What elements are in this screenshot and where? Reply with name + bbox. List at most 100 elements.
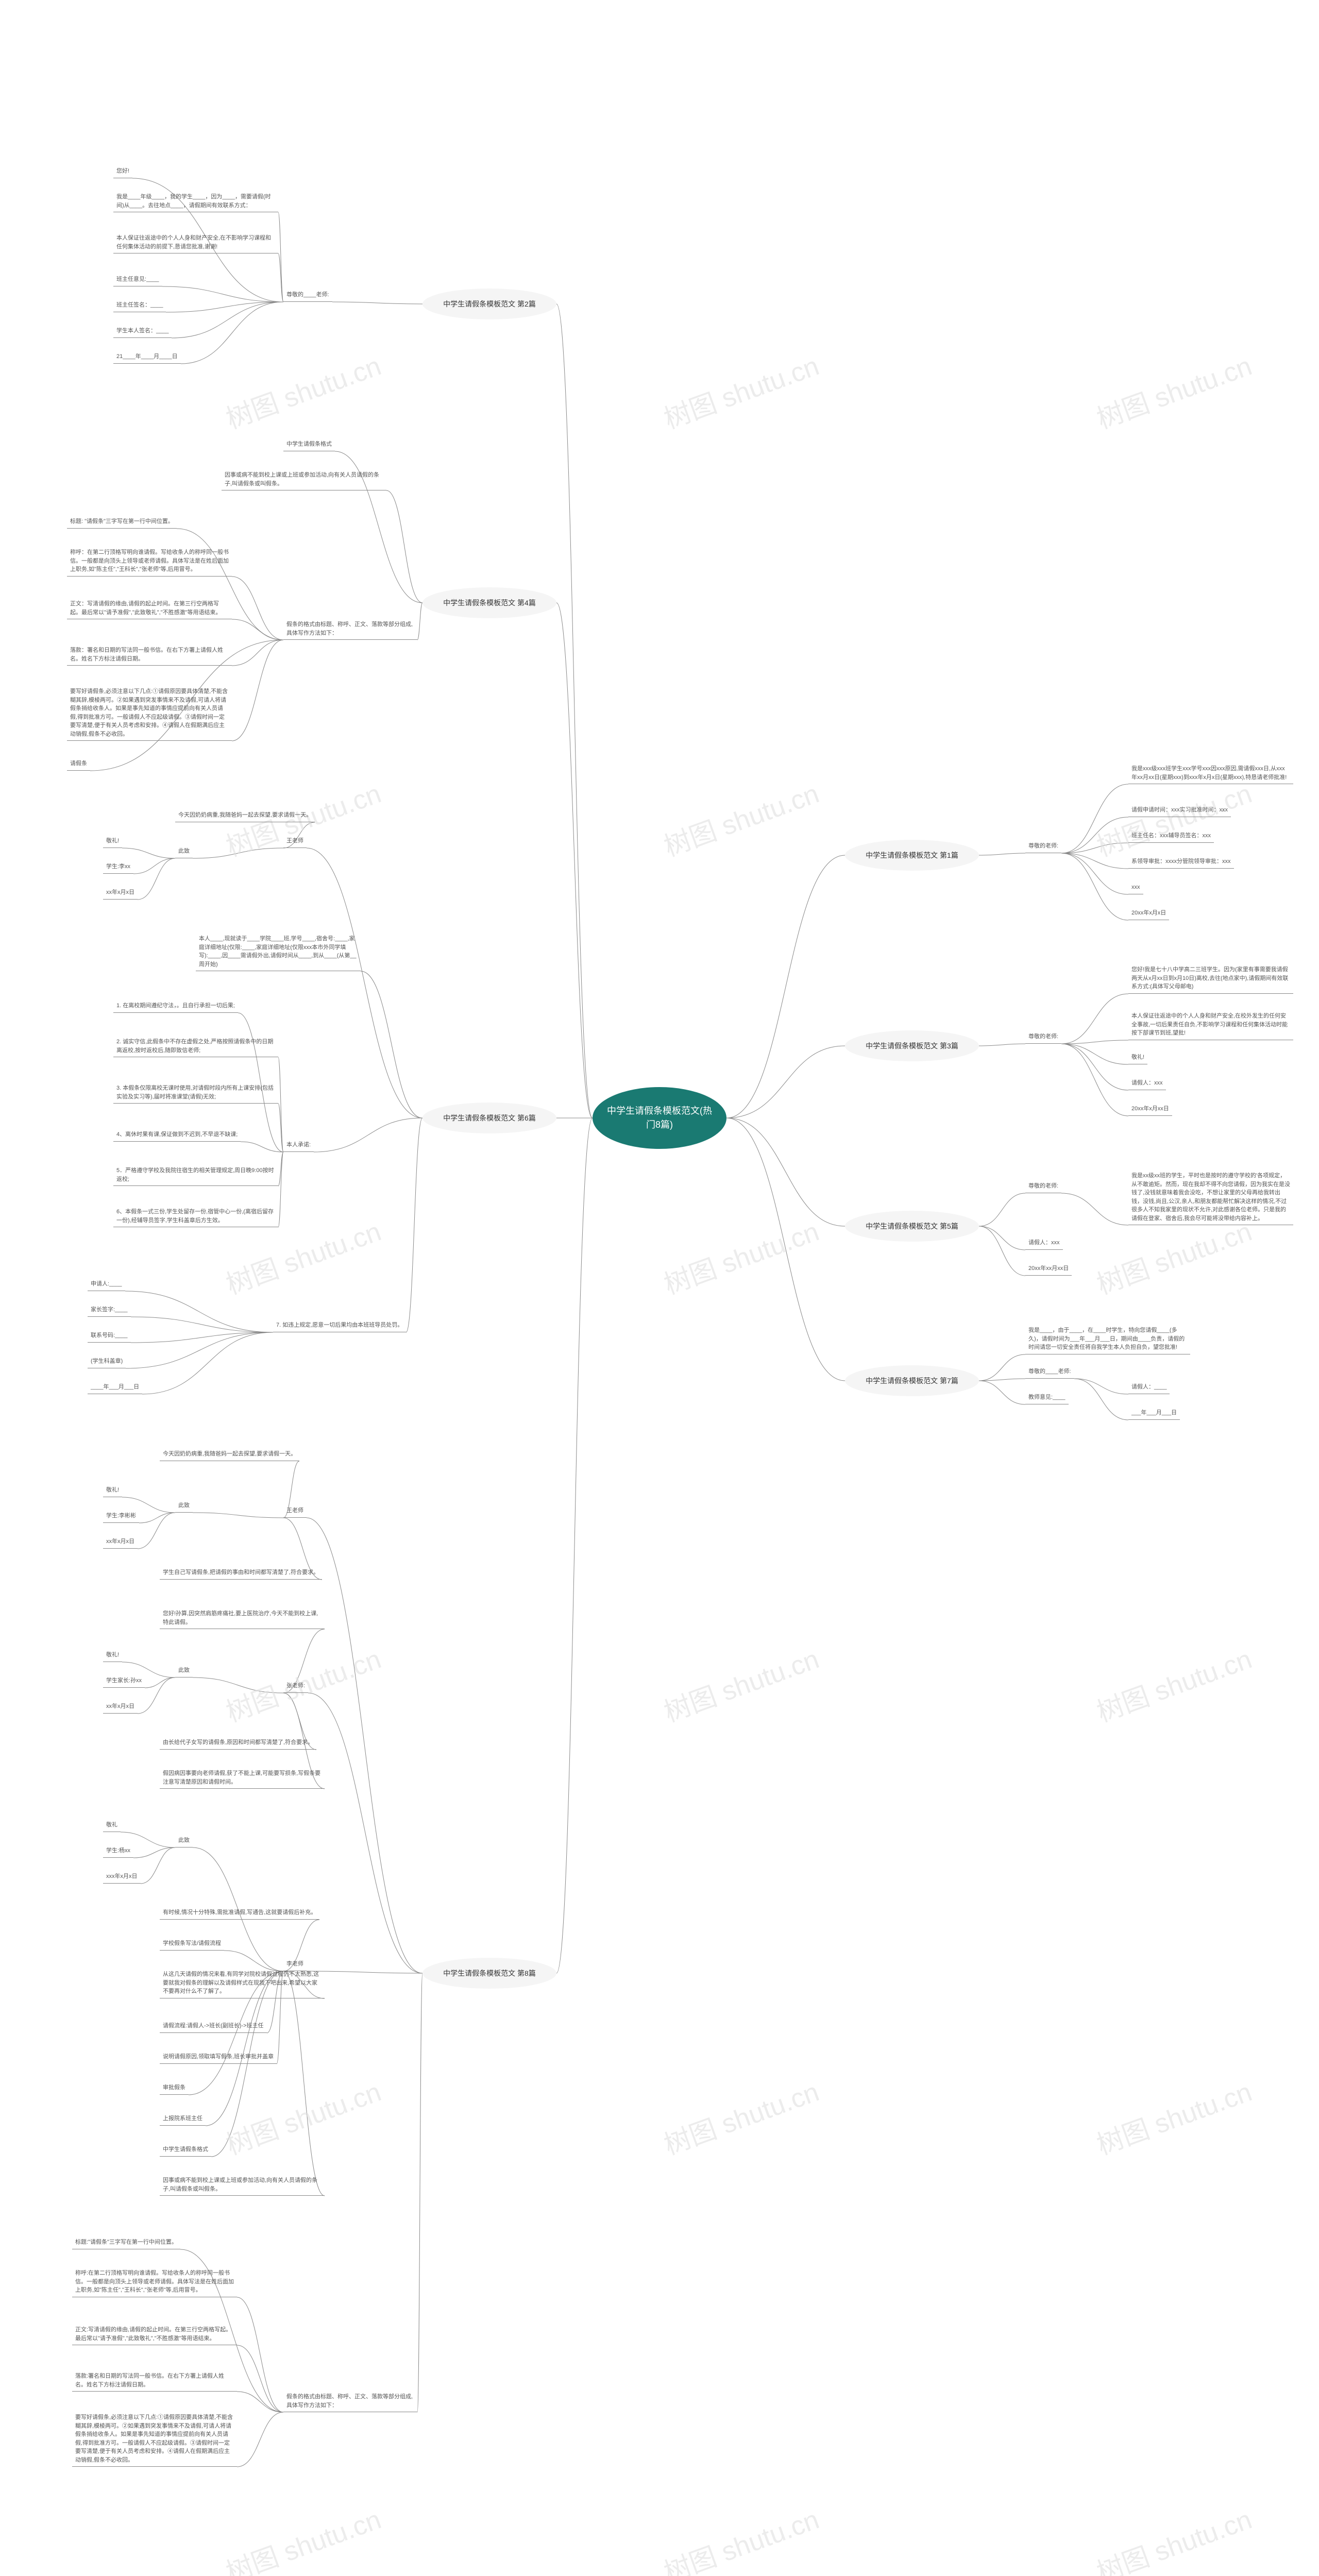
mid-node: 此致: [175, 1664, 193, 1677]
leaf-node: 落款:署名和日期的写法同一般书信。在右下方署上请假人姓名。姓名下方标注请假日期。: [72, 2370, 237, 2392]
leaf-node: 今天因奶奶病重,我随爸妈一起去探望,要求请假一天。: [175, 809, 315, 822]
branch-node: 中学生请假条模板范文 第8篇: [422, 1958, 556, 1989]
leaf-node: 敬礼: [103, 1819, 121, 1832]
leaf-node: 假因病因事要向老师请假,获了不能上课,可能要写损条,写假条要注意写清楚原因和请假…: [160, 1767, 325, 1789]
branch-node: 中学生请假条模板范文 第3篇: [845, 1030, 979, 1061]
leaf-node: 家长签字:____: [88, 1303, 131, 1317]
leaf-node: 标题: "请假条"三字写在第一行中间位置。: [67, 515, 177, 529]
mid-node: 假条的格式由标题、称呼、正文、落款等部分组成,具体写作方法如下：: [283, 618, 417, 640]
mid-node: 假条的格式由标题、称呼、正文、落款等部分组成,具体写作方法如下：: [283, 2391, 417, 2412]
mid-node: 尊敬的____老师:: [1025, 1365, 1074, 1379]
leaf-node: 有时候,情况十分特殊,需批准请假,写通告,这就要请假后补充。: [160, 1906, 319, 1920]
leaf-node: (学生科盖章): [88, 1355, 126, 1368]
leaf-node: 审批假条: [160, 2081, 189, 2095]
leaf-node: 班主任意见:____: [113, 273, 162, 286]
leaf-node: 请假条: [67, 757, 90, 771]
leaf-node: 20xx年x月x日: [1128, 907, 1169, 920]
leaf-node: 学生自己写请假条,把请假的事由和时间都写清楚了,符合要求。: [160, 1566, 322, 1580]
mid-node: 尊敬的老师:: [1025, 1180, 1061, 1193]
leaf-node: 敬礼!: [103, 835, 122, 848]
watermark: 树图 shutu.cn: [1091, 344, 1257, 436]
leaf-node: 由长给代子女写的请假条,原因和时间都写清楚了,符合要求。: [160, 1736, 316, 1750]
leaf-node: 5．严格遵守学校及我院往宿生的相关管理规定,周日晚9:00按时返校;: [113, 1164, 278, 1186]
leaf-node: 班主任签名：____: [113, 299, 166, 312]
leaf-node: ___年___月___日: [1128, 1406, 1180, 1420]
leaf-node: 请假流程:请假人->班长(副班长)->班主任: [160, 2020, 267, 2033]
leaf-node: 您好!: [113, 165, 132, 178]
watermark: 树图 shutu.cn: [1091, 2498, 1257, 2576]
leaf-node: 标题:"请假条"三字写在第一行中间位置。: [72, 2236, 180, 2249]
mid-node: 王老师: [283, 1504, 307, 1518]
leaf-node: 本人____,现就读于____学院____班,学号____,宿舍号:____,家…: [196, 933, 361, 971]
branch-node: 中学生请假条模板范文 第1篇: [845, 840, 979, 871]
leaf-node: 称呼：在第二行顶格写明向谁请假。写给收条人的称呼同一般书信。一般都是向顶头上领导…: [67, 546, 232, 577]
mid-node: 尊敬的老师:: [1025, 1030, 1061, 1044]
watermark: 树图 shutu.cn: [220, 2070, 386, 2162]
leaf-node: 我是____，由于____，在____时学生，特向您请假____(多久)，请假时…: [1025, 1324, 1190, 1354]
mid-node: 此致: [175, 845, 193, 858]
watermark: 树图 shutu.cn: [1091, 2070, 1257, 2162]
mid-node: 尊敬的老师:: [1025, 840, 1061, 853]
leaf-node: 学生:李xx: [103, 860, 133, 874]
leaf-node: 您好!孙算,因突然肩筋疼痛社,要上医院治疗,今天不能到校上课,特此请假。: [160, 1607, 325, 1629]
watermark: 树图 shutu.cn: [658, 772, 824, 863]
leaf-node: 学生本人签名：____: [113, 325, 172, 338]
leaf-node: 系领导审批：xxxx分管院领导审批：xxx: [1128, 855, 1234, 869]
watermark: 树图 shutu.cn: [658, 2070, 824, 2162]
leaf-node: 2. 诚实守信,此假条中不存在虚假之处,严格按照请假条中的日期离返校,按时返校后…: [113, 1036, 278, 1057]
watermark: 树图 shutu.cn: [658, 1637, 824, 1729]
leaf-node: xxx年x月x日: [103, 1870, 141, 1884]
leaf-node: 请假人：xxx: [1025, 1236, 1063, 1250]
mid-node: 王老师: [283, 835, 307, 848]
watermark: 树图 shutu.cn: [658, 1210, 824, 1301]
leaf-node: 上报院系班主任: [160, 2112, 206, 2126]
leaf-node: 1. 在离校期间遵纪守法，。且自行承担一切后果;: [113, 999, 238, 1013]
leaf-node: 正文:写清请假的缘由,请假的起止时间。在第三行空两格写起。最后常以"请予准假",…: [72, 2324, 237, 2345]
leaf-node: 因事或病不能到校上课或上班或参加活动,向有关人员请假的条子,叫请假条或叫假条。: [160, 2174, 325, 2196]
leaf-node: 我是xx级xx班的学生，平时也是按时的遵守学校的'各项规定，从不敢逾矩。然而，现…: [1128, 1170, 1293, 1225]
leaf-node: 要写好请假条,必须注意以下几点:①请假原因要具体清楚,不能含糊其辞,模棱两可。②…: [67, 685, 232, 741]
leaf-node: 中学生请假条格式: [283, 438, 335, 451]
branch-node: 中学生请假条模板范文 第6篇: [422, 1103, 556, 1133]
leaf-node: 请假人：xxx: [1128, 1077, 1166, 1090]
leaf-node: 正文：写清请假的缘由,请假的起止时间。在第三行空两格写起。最后常以"请予准假",…: [67, 598, 232, 619]
leaf-node: 学生:李彬彬: [103, 1510, 139, 1523]
leaf-node: 本人保证往返途中的个人人身和财产安全,在校外发生的任何安全事故,一切后果责任自负…: [1128, 1010, 1293, 1040]
leaf-node: 您好!我是七十八中学高二三班学生。因为(家里有事需要我请假两天从x月xx日到x月…: [1128, 963, 1293, 994]
leaf-node: xxx: [1128, 881, 1143, 894]
watermark: 树图 shutu.cn: [1091, 772, 1257, 863]
leaf-node: 21____年____月____日: [113, 350, 181, 364]
watermark: 树图 shutu.cn: [658, 344, 824, 436]
leaf-node: 请假人：____: [1128, 1381, 1170, 1394]
leaf-node: 今天因奶奶病重,我随爸妈一起去探望,要求请假一天。: [160, 1448, 299, 1461]
mid-node: 尊敬的____老师:: [283, 289, 332, 302]
leaf-node: 20xx年xx月xx日: [1025, 1262, 1072, 1276]
leaf-node: 要写好请假条,必须注意以下几点:①请假原因要具体清楚,不能含糊其辞,模棱两可。②…: [72, 2411, 237, 2467]
mid-node: 本人承诺:: [283, 1139, 314, 1152]
leaf-node: 6、本假条一式三份,学生处留存一份,宿管中心一份,(离宿后留存一份),经辅导员签…: [113, 1206, 278, 1227]
leaf-node: 敬礼!: [103, 1649, 122, 1662]
leaf-node: 申请人:____: [88, 1278, 125, 1291]
watermark: 树图 shutu.cn: [658, 2498, 824, 2576]
leaf-node: 敬礼!: [103, 1484, 122, 1497]
leaf-node: 我是____年级____，我的学生____，因为____，需要请假(时间)从__…: [113, 191, 278, 212]
mid-node: 此致: [175, 1834, 193, 1848]
branch-node: 中学生请假条模板范文 第4篇: [422, 587, 556, 618]
leaf-node: 我是xxx级xxx班学生xxx学号xxx因xxx原因,需请假xxx日,从xxx年…: [1128, 762, 1293, 784]
leaf-node: 中学生请假条格式: [160, 2143, 211, 2157]
leaf-node: ____年___月___日: [88, 1381, 142, 1394]
leaf-node: 本人保证往返途中的个人人身和财产安全,在不影响学习课程和任何集体活动的前提下,恳…: [113, 232, 278, 253]
leaf-node: 敬礼!: [1128, 1051, 1147, 1064]
leaf-node: 学生家长:孙xx: [103, 1674, 145, 1688]
leaf-node: 说明请假原因,领取填写假条,班长审批并盖章: [160, 2050, 277, 2064]
leaf-node: 落款：署名和日期的写法同一般书信。在右下方署上请假人姓名。姓名下方标注请假日期。: [67, 644, 232, 666]
leaf-node: 联系号码:____: [88, 1329, 131, 1343]
leaf-node: 称呼:在第二行顶格写明向谁请假。写给收条人的称呼同一般书信。一般都是向顶头上领导…: [72, 2267, 237, 2297]
watermark: 树图 shutu.cn: [220, 2498, 386, 2576]
branch-node: 中学生请假条模板范文 第5篇: [845, 1211, 979, 1242]
leaf-node: 因事或病不能到校上课或上班或参加活动,向有关人员请假的条子,叫请假条或叫假条。: [222, 469, 386, 490]
mid-node: 7. 如违上规定,愿意一切后果均由本班班导员处罚。: [273, 1319, 406, 1332]
leaf-node: 20xx年x月xx日: [1128, 1103, 1172, 1116]
leaf-node: 3. 本假条仅限离校无课时使用,对请假时段内所有上课安排(包括实验及实习等),届…: [113, 1082, 278, 1104]
watermark: 树图 shutu.cn: [1091, 1637, 1257, 1729]
